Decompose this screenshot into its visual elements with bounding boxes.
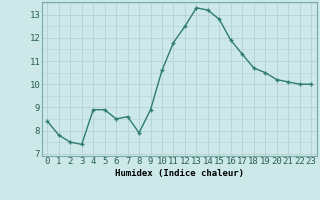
- X-axis label: Humidex (Indice chaleur): Humidex (Indice chaleur): [115, 169, 244, 178]
